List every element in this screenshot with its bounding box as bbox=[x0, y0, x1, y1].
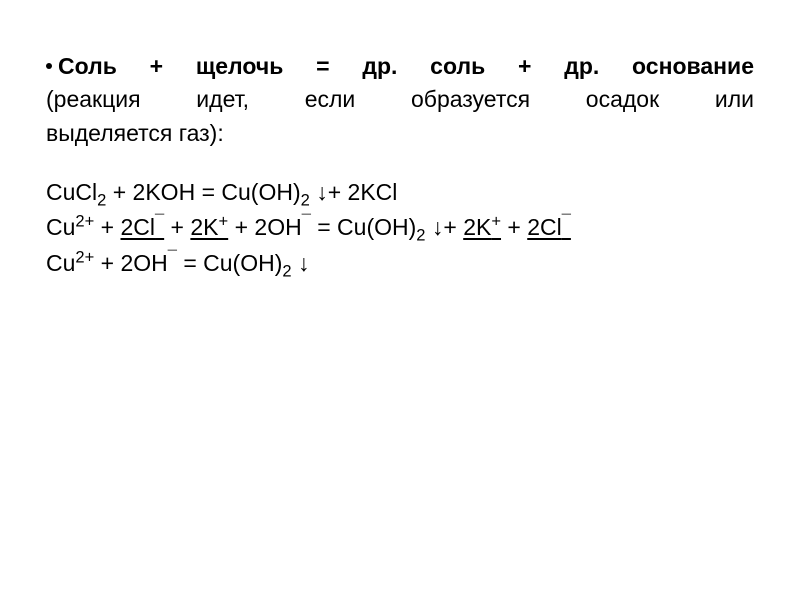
eq3-t2: + 2OH bbox=[94, 250, 168, 276]
equation-full-ionic: Cu2+ + 2Cl¯ + 2K+ + 2OH¯ = Cu(OH)2 ↓+ 2K… bbox=[46, 211, 754, 244]
eq2-sp2-sup: + bbox=[219, 212, 229, 231]
eq2-sp4-sup: ¯ bbox=[562, 212, 571, 231]
eq1-sub1: 2 bbox=[97, 191, 106, 210]
eq2-sp4: 2Cl bbox=[527, 214, 562, 240]
rule-bold-text: Соль + щелочь = др. соль + др. основание bbox=[58, 53, 754, 79]
spectator-ion: 2K+ bbox=[190, 214, 228, 240]
eq1-part3: + 2KCl bbox=[328, 179, 398, 205]
rule-line-1: Соль + щелочь = др. соль + др. основание bbox=[46, 50, 754, 83]
equation-molecular: CuCl2 + 2KOH = Cu(OH)2 ↓+ 2KCl bbox=[46, 176, 754, 209]
spectator-ion: 2K+ bbox=[463, 214, 501, 240]
slide-content: Соль + щелочь = др. соль + др. основание… bbox=[0, 0, 800, 600]
eq2-sp2: 2K bbox=[190, 214, 218, 240]
bullet-icon bbox=[46, 63, 52, 69]
eq1-part1: CuCl bbox=[46, 179, 97, 205]
eq2-t1: Cu bbox=[46, 214, 75, 240]
equation-net-ionic: Cu2+ + 2OH¯ = Cu(OH)2 ↓ bbox=[46, 247, 754, 280]
down-arrow-icon: ↓ bbox=[316, 179, 328, 205]
eq3-t1: Cu bbox=[46, 250, 75, 276]
eq2-t6: + bbox=[443, 214, 463, 240]
rule-line-2: (реакция идет, если образуется осадок ил… bbox=[46, 83, 754, 116]
eq2-sp1-sup: ¯ bbox=[155, 212, 164, 231]
rule-paragraph: Соль + щелочь = др. соль + др. основание… bbox=[46, 50, 754, 150]
eq2-sp1: 2Cl bbox=[121, 214, 156, 240]
eq2-t2: + bbox=[94, 214, 120, 240]
eq2-t4: + 2OH bbox=[228, 214, 302, 240]
rule-line-3: выделяется газ): bbox=[46, 117, 754, 150]
down-arrow-icon: ↓ bbox=[298, 250, 310, 276]
down-arrow-icon: ↓ bbox=[432, 214, 444, 240]
eq3-t3: = Cu(OH) bbox=[177, 250, 282, 276]
eq2-t5: = Cu(OH) bbox=[311, 214, 416, 240]
eq2-t3: + bbox=[164, 214, 190, 240]
eq2-t7: + bbox=[501, 214, 527, 240]
eq1-part2: + 2KOH = Cu(OH) bbox=[106, 179, 300, 205]
eq3-sub3: 2 bbox=[282, 261, 291, 280]
eq2-sub5: 2 bbox=[416, 226, 425, 245]
eq3-sup2: ¯ bbox=[168, 247, 177, 266]
eq2-sp3-sup: + bbox=[491, 212, 501, 231]
spectator-ion: 2Cl¯ bbox=[121, 214, 165, 240]
spectator-ion: 2Cl¯ bbox=[527, 214, 571, 240]
eq2-sp3: 2K bbox=[463, 214, 491, 240]
eq3-sup1: 2+ bbox=[75, 247, 94, 266]
eq2-sup4: ¯ bbox=[302, 212, 311, 231]
eq1-sub2: 2 bbox=[301, 191, 310, 210]
eq2-sup1: 2+ bbox=[75, 212, 94, 231]
